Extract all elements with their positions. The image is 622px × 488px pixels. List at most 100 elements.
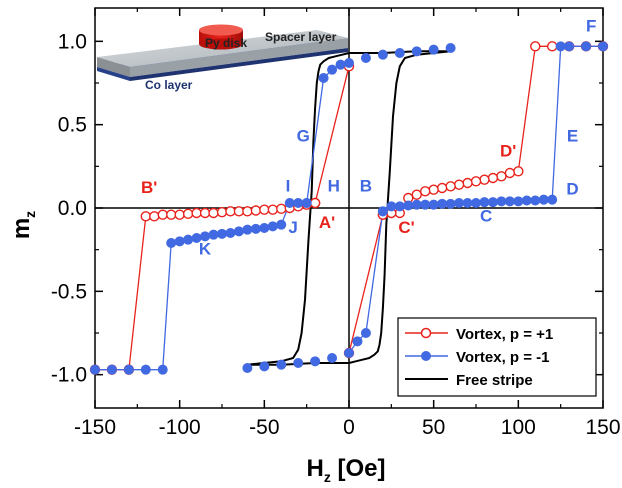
legend-box <box>397 317 597 397</box>
vortex-p-1-point <box>217 228 227 239</box>
point-label-i: I <box>286 176 291 195</box>
point-label-j: J <box>288 218 297 237</box>
vortex-p-1-point <box>250 223 261 234</box>
vortex-p-1-point <box>293 358 304 368</box>
series-layer <box>89 41 609 375</box>
vortex-p-1-point <box>293 198 304 208</box>
vortex-p-1-point <box>327 353 338 363</box>
vortex-p-1-point <box>301 198 312 208</box>
vortex-p-1-point <box>250 205 262 216</box>
point-label-d: D <box>566 180 578 199</box>
vortex-p-1-point <box>216 206 228 218</box>
spacer-layer-front <box>130 38 348 77</box>
x-tick-label: -50 <box>249 416 279 439</box>
vortex-p-1-point <box>403 200 414 211</box>
y-tick-label: -1.0 <box>51 364 87 387</box>
point-label-e: E <box>567 126 578 145</box>
x-tick-label: 0 <box>343 416 355 439</box>
point-label-dprime: D' <box>500 141 516 160</box>
vortex-p-1-point <box>555 41 566 52</box>
vortex-p-1-point <box>344 58 354 68</box>
point-label-g: G <box>297 126 310 145</box>
vortex-p-1-point <box>487 172 499 184</box>
legend-label-1: Vortex, p = +1 <box>456 326 553 343</box>
vortex-p-1-line <box>348 211 384 354</box>
legend: Vortex, p = +1 Vortex, p = -1 Free strip… <box>397 317 597 397</box>
vortex-p-1-point <box>547 41 558 52</box>
vortex-p-1-point <box>225 206 236 217</box>
x-tick-label: 100 <box>501 416 536 439</box>
vortex-p-1-point <box>242 224 253 235</box>
vortex-p-1-point <box>191 207 202 219</box>
vortex-p-1-point <box>411 46 422 57</box>
vortex-p-1-point <box>411 189 422 200</box>
vortex-p-1-point <box>420 199 431 210</box>
vortex-p-1-point <box>513 166 524 177</box>
vortex-p-1-point <box>521 195 532 206</box>
vortex-p-1-point <box>157 209 168 220</box>
axes-layer: -150 -100 -50 0 50 100 150 -1.0 -0.5 0.0 0.5 1.0 <box>51 7 621 439</box>
vortex-p-1-point <box>335 59 346 70</box>
vortex-p-1-point <box>267 204 278 215</box>
vortex-p-1-point <box>479 174 490 185</box>
vortex-p-1-point <box>530 41 541 52</box>
vortex-p-1-point <box>225 228 236 238</box>
vortex-p-1-point <box>208 207 219 219</box>
vortex-p-1-point <box>327 64 338 75</box>
vortex-p-1-point <box>394 201 405 212</box>
py-disk-bottom <box>199 38 243 50</box>
vortex-p-1-point <box>504 196 515 207</box>
vortex-p-1-point <box>318 73 329 83</box>
vortex-p-1-point <box>242 363 253 373</box>
vortex-p-1-point <box>344 348 354 358</box>
vortex-p-1-point <box>428 184 439 195</box>
y-axis-title: mz <box>8 211 38 239</box>
vortex-p-1-point <box>538 194 549 205</box>
vortex-p-1-point <box>386 201 397 212</box>
vortex-p-1-point <box>445 181 456 192</box>
vortex-p-1-point <box>462 198 473 208</box>
vortex-p-1-point <box>504 167 516 179</box>
vortex-p-1-point <box>420 186 431 197</box>
vortex-p-1-point <box>174 236 185 247</box>
x-tick-label: -100 <box>159 416 201 439</box>
point-label-b: B <box>360 176 372 195</box>
vortex-p-1-point <box>182 208 194 220</box>
y-tick-label: -0.5 <box>51 280 87 303</box>
co-layer-slab-front <box>130 48 348 81</box>
vortex-p-1-point <box>352 336 363 347</box>
point-label-cprime: C' <box>398 218 414 237</box>
y-tick-label: 1.0 <box>58 30 87 53</box>
vortex-p-1-point <box>445 198 456 209</box>
vortex-p-1-point <box>436 182 448 194</box>
legend-swatch-marker-1 <box>420 327 432 339</box>
vortex-p-1-point <box>428 44 439 55</box>
vortex-p-1-point <box>377 49 388 60</box>
vortex-p-1-point <box>496 196 507 207</box>
vortex-p-1-point <box>183 234 194 245</box>
vortex-p-1-point <box>360 328 371 338</box>
vortex-p-1-point <box>267 221 278 232</box>
vortex-p-1-point <box>233 226 244 237</box>
vortex-p-1-point <box>547 194 558 205</box>
vortex-p-1-point <box>496 171 507 182</box>
py-disk-top <box>199 24 243 36</box>
co-layer-slab-side <box>97 67 130 81</box>
vortex-p-1-point <box>276 219 287 230</box>
vortex-p-1-point <box>174 209 185 220</box>
vortex-p-1-point <box>166 238 177 248</box>
point-label-h: H <box>328 176 340 195</box>
x-tick-label: 50 <box>422 416 445 439</box>
vortex-p-1-point <box>259 204 270 215</box>
vortex-p-1-point <box>487 197 498 208</box>
vortex-p-1-point <box>309 197 321 209</box>
x-tick-label: 150 <box>585 416 620 439</box>
vortex-p-1-point <box>123 364 134 375</box>
vortex-p-1-point <box>394 48 405 58</box>
x-tick-label: -150 <box>74 416 116 439</box>
vortex-p-1-point <box>513 196 524 207</box>
point-label-bprime: B' <box>141 178 157 197</box>
layer-stack-inset: Py disk Spacer layer Co layer <box>97 24 348 92</box>
vortex-p-1-point <box>90 364 100 375</box>
